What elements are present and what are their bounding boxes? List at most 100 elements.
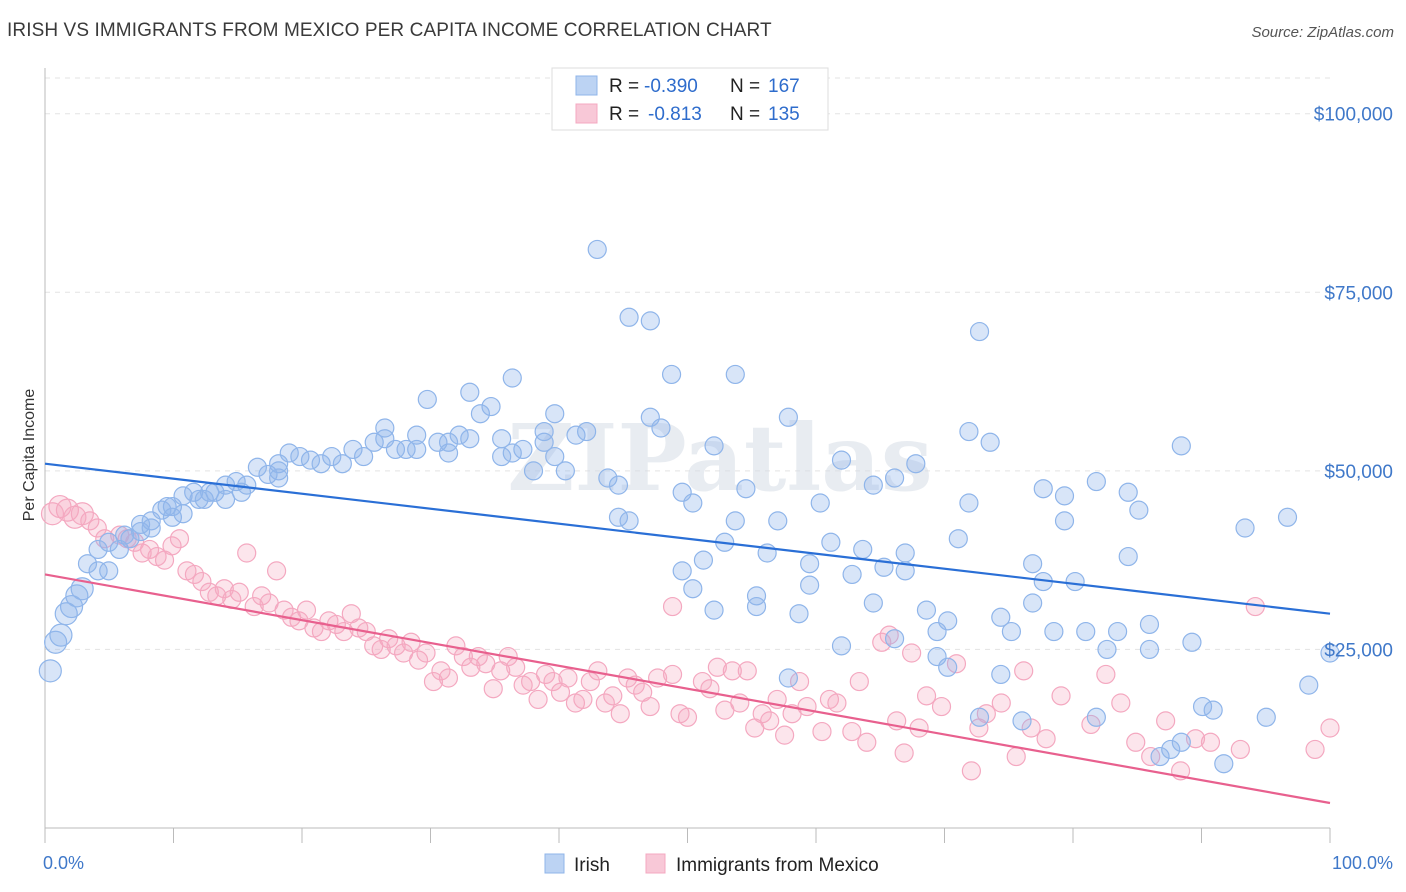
mexico-point: [416, 643, 436, 663]
mexico-point: [483, 679, 503, 699]
legend-n-value-mexico: 135: [768, 104, 800, 125]
mexico-point: [1200, 732, 1221, 752]
y-axis-label: Per Capita Income: [21, 389, 38, 522]
irish-point: [831, 450, 852, 470]
irish-point: [1118, 482, 1138, 502]
mexico-point: [558, 668, 578, 688]
irish-point: [1161, 739, 1181, 760]
mexico-point: [535, 664, 556, 685]
mexico-point: [1051, 686, 1071, 706]
irish-point: [99, 561, 119, 581]
mexico-point: [55, 498, 80, 522]
trend-lines: [44, 462, 1331, 805]
irish-point: [269, 461, 289, 481]
irish-point: [343, 439, 363, 460]
irish-point: [460, 382, 480, 402]
mexico-point: [506, 657, 526, 677]
chart-title: IRISH VS IMMIGRANTS FROM MEXICO PER CAPI…: [7, 20, 772, 41]
irish-point: [1012, 711, 1032, 731]
irish-point: [70, 577, 94, 601]
irish-point: [991, 607, 1011, 627]
irish-point: [577, 421, 597, 442]
mexico-point: [879, 625, 899, 645]
mexico-point: [902, 643, 922, 663]
irish-point: [1214, 754, 1234, 774]
irish-point: [959, 493, 979, 513]
irish-point: [1299, 675, 1319, 695]
irish-point: [1054, 511, 1075, 531]
mexico-point: [543, 671, 563, 692]
irish-point: [1044, 621, 1064, 642]
mexico-point: [775, 725, 795, 745]
legend-n-value-irish: 167: [768, 76, 800, 97]
irish-point: [704, 600, 724, 620]
mexico-point: [707, 657, 727, 677]
irish-point: [322, 446, 342, 467]
mexico-point: [80, 511, 100, 531]
irish-point: [141, 518, 161, 538]
irish-point: [407, 439, 427, 460]
legend-box: R = -0.390 N = 167 R = -0.813 N = 135: [551, 67, 829, 131]
irish-point: [247, 457, 267, 477]
mexico-point: [842, 721, 862, 742]
irish-point: [1023, 554, 1043, 574]
irish-point: [481, 396, 501, 417]
mexico-point: [610, 704, 630, 724]
irish-point: [1203, 700, 1223, 720]
irish-point: [438, 443, 459, 463]
irish-point: [300, 450, 321, 470]
legend-swatch-mexico: [575, 103, 598, 124]
mexico-point: [573, 689, 593, 710]
irish-point: [523, 461, 544, 481]
irish-point: [353, 446, 374, 467]
irish-point: [1097, 639, 1117, 660]
irish-point: [683, 493, 703, 513]
mexico-point: [296, 600, 317, 620]
irish-point: [1139, 614, 1160, 635]
mexico-point: [662, 596, 683, 617]
mexico-point: [1156, 711, 1176, 731]
irish-point: [269, 468, 289, 488]
irish-point: [157, 496, 177, 517]
bottom-legend-swatch-mexico: [645, 853, 666, 874]
irish-point: [736, 479, 756, 499]
irish-point: [513, 439, 533, 460]
irish-point: [130, 514, 151, 535]
legend-swatch-irish: [575, 75, 598, 96]
irish-point: [1182, 632, 1202, 652]
irish-point: [916, 600, 937, 620]
irish-point: [1023, 593, 1043, 613]
irish-point: [884, 468, 905, 488]
bottom-legend-label-mexico: Immigrants from Mexico: [676, 855, 879, 876]
mexico-point: [1320, 718, 1340, 738]
mexico-point: [431, 661, 451, 681]
irish-point: [120, 529, 140, 549]
irish-point: [332, 454, 352, 474]
irish-point: [991, 664, 1011, 685]
irish-point: [693, 550, 714, 570]
source-label: Source: ZipAtlas.com: [1251, 24, 1394, 41]
irish-point: [1118, 546, 1138, 567]
irish-point: [672, 561, 692, 581]
mexico-point: [827, 693, 847, 713]
mexico-point: [797, 696, 817, 717]
irish-point: [587, 239, 607, 260]
irish-point: [502, 443, 522, 463]
irish-point: [502, 368, 522, 388]
mexico-point: [580, 671, 600, 692]
mexico-point: [849, 671, 869, 692]
irish-point: [1192, 696, 1213, 717]
mexico-point: [640, 696, 660, 717]
irish-point: [417, 389, 437, 410]
mexico-point: [722, 661, 742, 681]
irish-point: [115, 525, 135, 545]
irish-point: [1001, 621, 1022, 642]
irish-point: [375, 418, 395, 438]
irish-point: [290, 446, 310, 467]
irish-point: [959, 421, 979, 442]
mexico-point: [401, 632, 421, 652]
mexico-point: [139, 539, 160, 560]
irish-point: [59, 594, 84, 619]
irish-point: [1054, 486, 1075, 506]
mexico-point: [423, 671, 444, 692]
